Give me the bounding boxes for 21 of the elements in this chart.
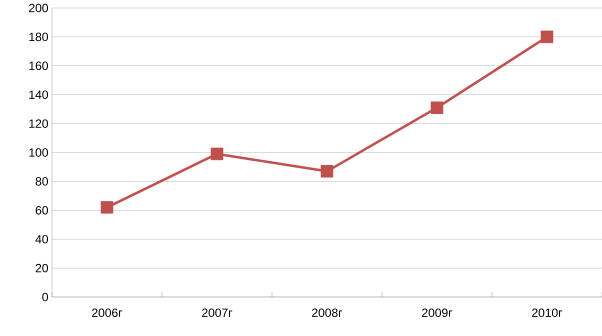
point [540,30,554,44]
y-tick-label: 80 [36,177,48,186]
y-tick-label: 140 [29,90,48,99]
y-tick-label: 120 [29,119,48,128]
point [100,201,114,214]
y-tick-label: 200 [29,4,48,12]
point [210,148,224,160]
point [320,165,334,178]
y-tick-label: 160 [29,62,48,70]
y-tick-label: 100 [29,148,48,157]
y-tick-label: 0 [42,292,48,302]
x-tick-label: 2010г [532,308,562,318]
y-tick-label: 40 [35,234,48,244]
x-tick-label: 2007г [202,308,232,318]
y-tick-label: 180 [29,32,48,42]
x-tick-label: 2006г [92,308,122,318]
x-tick-label: 2009г [422,308,452,318]
y-tick-label: 60 [36,206,48,215]
y-tick-label: 20 [36,264,48,272]
point [430,101,444,114]
x-tick-label: 2008г [312,308,342,318]
